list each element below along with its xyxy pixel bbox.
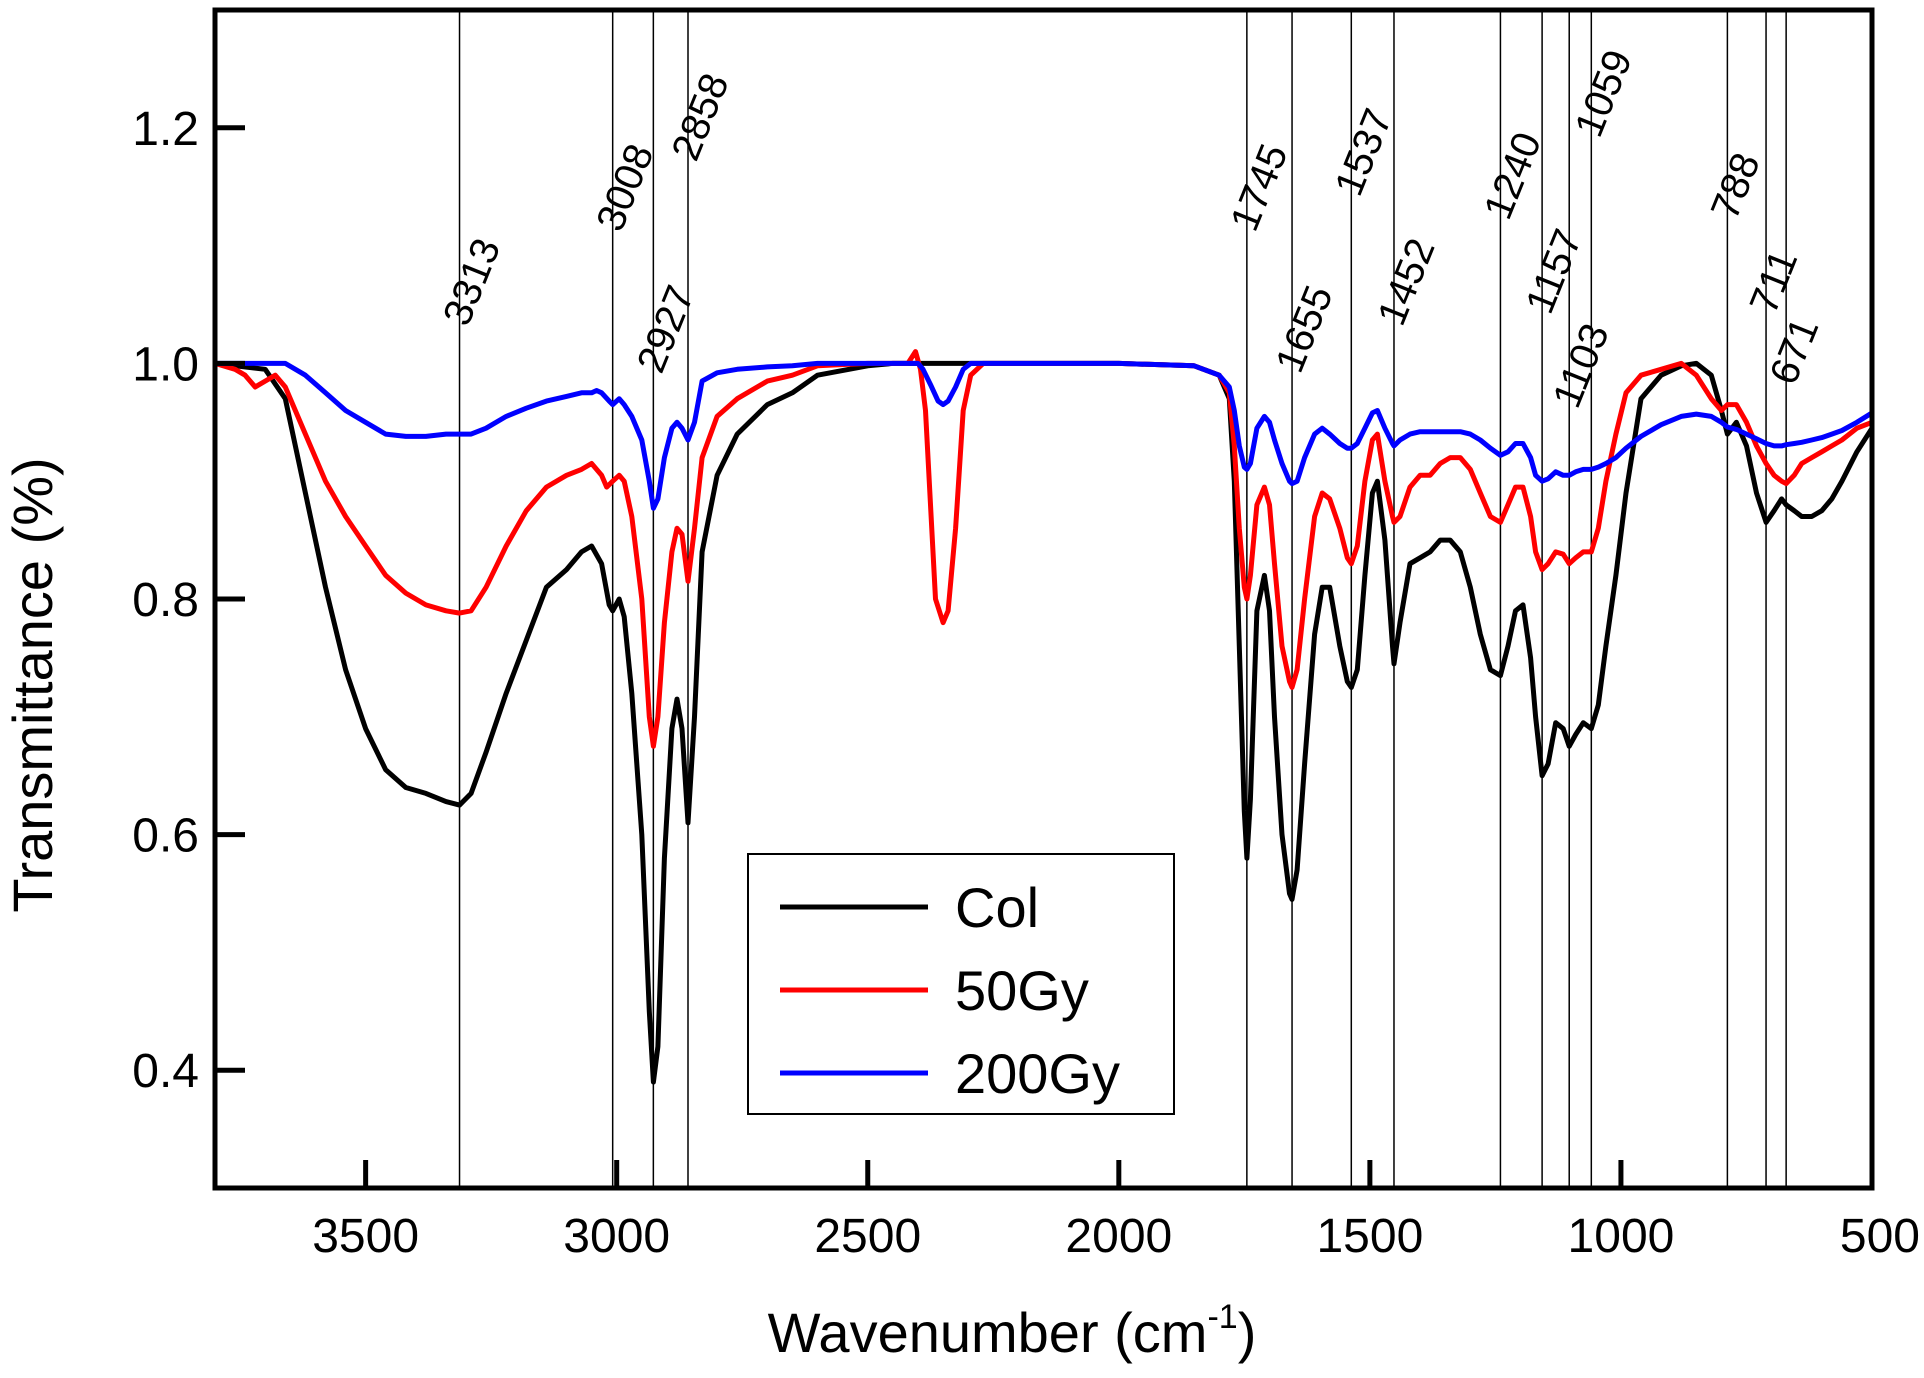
y-tick-label-0.6: 0.6 <box>132 810 199 863</box>
legend-label-200gy: 200Gy <box>955 1042 1120 1105</box>
x-tick-label-3000: 3000 <box>563 1210 670 1263</box>
legend: Col 50Gy 200Gy <box>747 853 1175 1115</box>
x-tick-label-2000: 2000 <box>1065 1210 1172 1263</box>
y-tick-label-0.8: 0.8 <box>132 574 199 627</box>
x-axis: 3500 3000 2500 2000 1500 1000 500 <box>312 1160 1920 1263</box>
x-axis-title-main: Wavenumber (cm <box>768 1301 1208 1364</box>
legend-label-50gy: 50Gy <box>955 959 1089 1022</box>
x-tick-label-500: 500 <box>1840 1210 1920 1263</box>
x-tick-label-3500: 3500 <box>312 1210 419 1263</box>
x-axis-title: Wavenumber (cm-1) <box>768 1298 1257 1364</box>
y-tick-label-0.4: 0.4 <box>132 1045 199 1098</box>
y-axis: 0.4 0.6 0.8 1.0 1.2 <box>132 103 245 1098</box>
legend-label-col: Col <box>955 876 1039 939</box>
series-group <box>212 349 1875 1085</box>
x-axis-title-sup: -1 <box>1207 1298 1237 1336</box>
y-axis-title: Transmittance (%) <box>1 457 64 912</box>
x-tick-label-1000: 1000 <box>1568 1210 1675 1263</box>
series-line-200gy <box>212 360 1875 511</box>
x-tick-label-1500: 1500 <box>1316 1210 1423 1263</box>
series-line-col <box>212 360 1875 1085</box>
y-tick-label-1: 1.0 <box>132 338 199 391</box>
x-tick-label-2500: 2500 <box>814 1210 921 1263</box>
y-tick-label-1.2: 1.2 <box>132 103 199 156</box>
x-axis-title-end: ) <box>1238 1301 1257 1364</box>
